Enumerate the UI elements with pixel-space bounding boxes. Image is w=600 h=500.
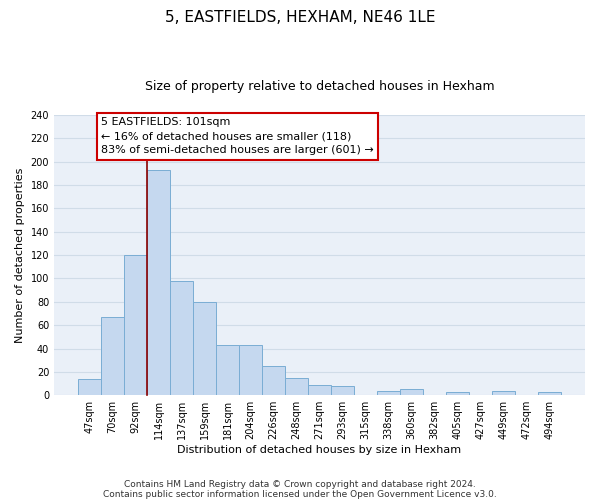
- Bar: [492, 390, 515, 395]
- Bar: [147, 170, 170, 395]
- Bar: [308, 384, 331, 395]
- Bar: [101, 317, 124, 395]
- X-axis label: Distribution of detached houses by size in Hexham: Distribution of detached houses by size …: [178, 445, 461, 455]
- Bar: [285, 378, 308, 395]
- Bar: [262, 366, 285, 395]
- Bar: [538, 392, 561, 395]
- Bar: [446, 392, 469, 395]
- Text: 5, EASTFIELDS, HEXHAM, NE46 1LE: 5, EASTFIELDS, HEXHAM, NE46 1LE: [165, 10, 435, 25]
- Text: Contains HM Land Registry data © Crown copyright and database right 2024.: Contains HM Land Registry data © Crown c…: [124, 480, 476, 489]
- Bar: [239, 345, 262, 395]
- Y-axis label: Number of detached properties: Number of detached properties: [15, 168, 25, 343]
- Title: Size of property relative to detached houses in Hexham: Size of property relative to detached ho…: [145, 80, 494, 93]
- Bar: [400, 390, 423, 395]
- Bar: [78, 379, 101, 395]
- Bar: [331, 386, 354, 395]
- Text: 5 EASTFIELDS: 101sqm
← 16% of detached houses are smaller (118)
83% of semi-deta: 5 EASTFIELDS: 101sqm ← 16% of detached h…: [101, 118, 374, 156]
- Text: Contains public sector information licensed under the Open Government Licence v3: Contains public sector information licen…: [103, 490, 497, 499]
- Bar: [216, 345, 239, 395]
- Bar: [170, 281, 193, 395]
- Bar: [124, 255, 147, 395]
- Bar: [193, 302, 216, 395]
- Bar: [377, 390, 400, 395]
